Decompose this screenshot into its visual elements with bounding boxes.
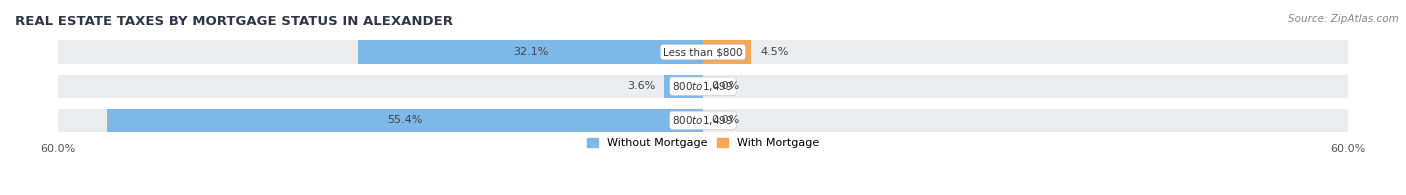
Text: 0.0%: 0.0% <box>711 115 740 125</box>
Bar <box>58 109 1348 132</box>
Text: 55.4%: 55.4% <box>388 115 423 125</box>
Bar <box>359 41 703 64</box>
Bar <box>58 75 1348 98</box>
Text: 0.0%: 0.0% <box>711 81 740 91</box>
Bar <box>664 75 703 98</box>
Text: 32.1%: 32.1% <box>513 47 548 57</box>
Text: Source: ZipAtlas.com: Source: ZipAtlas.com <box>1288 14 1399 24</box>
Text: $800 to $1,499: $800 to $1,499 <box>672 80 734 93</box>
Bar <box>58 41 1348 64</box>
Bar <box>107 109 703 132</box>
Legend: Without Mortgage, With Mortgage: Without Mortgage, With Mortgage <box>582 133 824 152</box>
Text: REAL ESTATE TAXES BY MORTGAGE STATUS IN ALEXANDER: REAL ESTATE TAXES BY MORTGAGE STATUS IN … <box>15 15 453 28</box>
Text: 4.5%: 4.5% <box>761 47 789 57</box>
Text: Less than $800: Less than $800 <box>664 47 742 57</box>
Text: 3.6%: 3.6% <box>627 81 655 91</box>
Bar <box>703 41 751 64</box>
Text: $800 to $1,499: $800 to $1,499 <box>672 114 734 127</box>
